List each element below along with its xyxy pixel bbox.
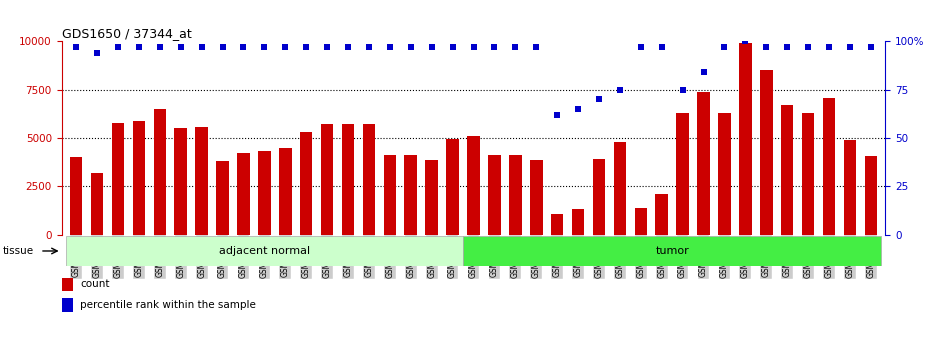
Point — [864, 45, 879, 50]
Point — [90, 50, 105, 56]
Text: GDS1650 / 37344_at: GDS1650 / 37344_at — [62, 27, 191, 40]
Bar — [614, 142, 626, 235]
Bar — [697, 92, 710, 235]
Bar — [823, 98, 835, 235]
Text: percentile rank within the sample: percentile rank within the sample — [80, 300, 257, 310]
Point — [403, 45, 419, 50]
Bar — [488, 155, 501, 235]
Bar — [384, 155, 396, 235]
Point — [68, 45, 83, 50]
Bar — [844, 140, 856, 235]
Point — [613, 87, 628, 92]
Bar — [509, 155, 522, 235]
Point — [466, 45, 481, 50]
Point — [424, 45, 439, 50]
Bar — [446, 139, 459, 235]
Bar — [62, 298, 73, 312]
Point — [821, 45, 836, 50]
Point — [570, 106, 585, 112]
Point — [634, 45, 649, 50]
Bar — [739, 43, 752, 235]
Bar — [153, 109, 166, 235]
Point — [445, 45, 460, 50]
Bar — [865, 156, 877, 235]
Bar — [62, 278, 73, 291]
Bar — [467, 136, 480, 235]
Bar — [91, 173, 103, 235]
Point — [298, 45, 313, 50]
Point — [152, 45, 168, 50]
Text: adjacent normal: adjacent normal — [219, 246, 310, 256]
Point — [779, 45, 795, 50]
Bar — [551, 214, 563, 235]
Bar — [342, 124, 354, 235]
Bar — [760, 70, 773, 235]
Bar — [174, 128, 187, 235]
Bar — [363, 125, 375, 235]
Point — [487, 45, 502, 50]
Bar — [259, 150, 271, 235]
Point — [319, 45, 334, 50]
Point — [132, 45, 147, 50]
Bar — [195, 127, 208, 235]
Point — [215, 45, 230, 50]
Bar — [655, 194, 668, 235]
Bar — [572, 209, 584, 235]
Bar — [802, 113, 814, 235]
Bar — [279, 148, 292, 235]
Point — [842, 45, 857, 50]
Bar — [425, 160, 438, 235]
Text: count: count — [80, 279, 110, 289]
Point — [654, 45, 670, 50]
Point — [738, 39, 753, 44]
Bar — [593, 159, 605, 235]
Bar — [133, 121, 145, 235]
Point — [341, 45, 356, 50]
Bar — [112, 122, 124, 235]
Point — [173, 45, 188, 50]
Point — [257, 45, 272, 50]
Point — [194, 45, 209, 50]
Point — [696, 70, 711, 75]
Point — [591, 97, 606, 102]
Bar — [300, 132, 313, 235]
Point — [528, 45, 544, 50]
Point — [383, 45, 398, 50]
Bar — [676, 113, 688, 235]
Bar — [321, 124, 333, 235]
Point — [508, 45, 523, 50]
Bar — [781, 105, 794, 235]
Bar — [404, 155, 417, 235]
Bar — [65, 236, 463, 266]
Bar — [463, 236, 882, 266]
Bar — [530, 160, 543, 235]
Bar — [634, 208, 647, 235]
Bar — [237, 154, 250, 235]
Point — [717, 45, 732, 50]
Bar — [216, 161, 229, 235]
Point — [111, 45, 126, 50]
Point — [675, 87, 690, 92]
Text: tissue: tissue — [3, 246, 34, 256]
Bar — [70, 157, 82, 235]
Point — [362, 45, 377, 50]
Point — [277, 45, 293, 50]
Text: tumor: tumor — [655, 246, 689, 256]
Point — [800, 45, 815, 50]
Point — [759, 45, 774, 50]
Bar — [718, 113, 731, 235]
Point — [236, 45, 251, 50]
Point — [549, 112, 564, 118]
